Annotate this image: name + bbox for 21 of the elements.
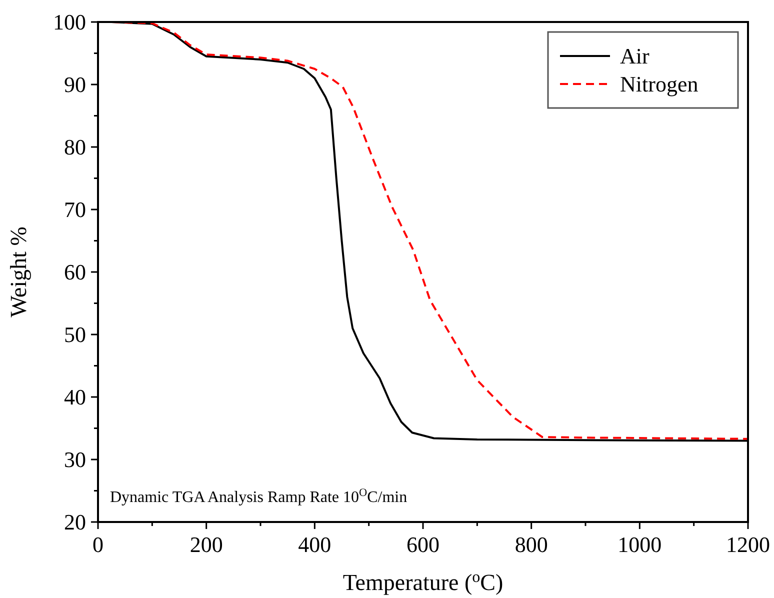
y-axis-title: Weight %	[6, 226, 31, 318]
x-tick-label: 200	[190, 532, 223, 557]
x-tick-label: 1200	[726, 532, 770, 557]
legend-label: Air	[620, 44, 650, 69]
x-tick-label: 600	[406, 532, 440, 557]
y-tick-label: 60	[64, 260, 86, 285]
y-tick-label: 90	[64, 72, 86, 98]
x-tick-label: 0	[92, 532, 104, 557]
y-tick-label: 30	[64, 447, 86, 472]
legend-label: Nitrogen	[620, 72, 698, 97]
y-tick-label: 70	[64, 197, 86, 222]
y-tick-label: 50	[64, 322, 86, 348]
y-tick-label: 40	[64, 384, 86, 410]
x-tick-label: 1000	[618, 532, 662, 557]
y-tick-label: 80	[64, 134, 86, 160]
x-tick-label: 800	[514, 532, 548, 557]
y-tick-label: 100	[53, 10, 86, 35]
y-tick-label: 20	[64, 510, 86, 535]
annotation: Dynamic TGA Analysis Ramp Rate 10$^{O}$C/min	[110, 487, 408, 506]
x-tick-label: 400	[298, 532, 332, 557]
x-axis-title: Temperature ($^{o}$C)	[342, 568, 504, 595]
